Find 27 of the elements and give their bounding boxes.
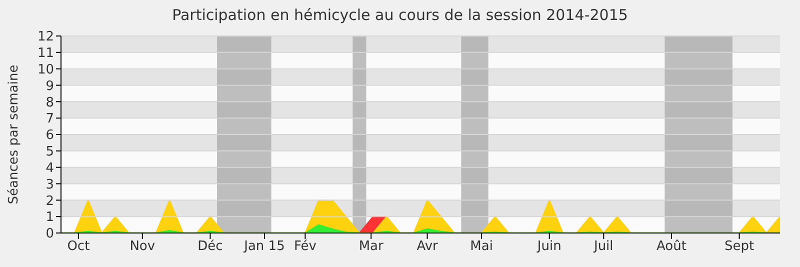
- y-tick-label: 3: [46, 177, 54, 192]
- y-tick-label: 8: [46, 95, 54, 110]
- x-tick-label: Avr: [416, 239, 439, 254]
- x-tick-label: Nov: [130, 239, 156, 254]
- y-tick-label: 0: [46, 226, 54, 242]
- x-tick-label: Fév: [294, 239, 317, 254]
- y-tick-label: 11: [37, 46, 54, 62]
- y-tick-label: 12: [37, 30, 54, 45]
- y-tick-label: 4: [46, 160, 54, 176]
- y-tick-label: 5: [46, 144, 54, 160]
- x-tick-label: Août: [656, 239, 686, 254]
- x-tick-label: Sept: [724, 239, 754, 254]
- chart-title: Participation en hémicycle au cours de la session 2014-2015: [171, 6, 629, 24]
- x-tick-label: Mai: [470, 239, 493, 254]
- y-tick-label: 9: [46, 78, 54, 94]
- x-tick-label: Déc: [198, 239, 223, 254]
- y-tick-label: 1: [46, 210, 54, 226]
- x-tick-label: Oct: [67, 239, 90, 254]
- y-tick-label: 6: [46, 128, 54, 144]
- x-tick-label: Jan 15: [243, 239, 285, 254]
- x-tick-label: Juil: [592, 239, 614, 254]
- y-tick-label: 2: [46, 194, 54, 209]
- y-tick-label: 7: [46, 112, 54, 127]
- y-tick-label: 10: [37, 62, 54, 78]
- x-tick-label: Juin: [536, 239, 562, 254]
- y-axis-title: Séances par semaine: [6, 64, 22, 204]
- x-tick-label: Mar: [358, 239, 384, 254]
